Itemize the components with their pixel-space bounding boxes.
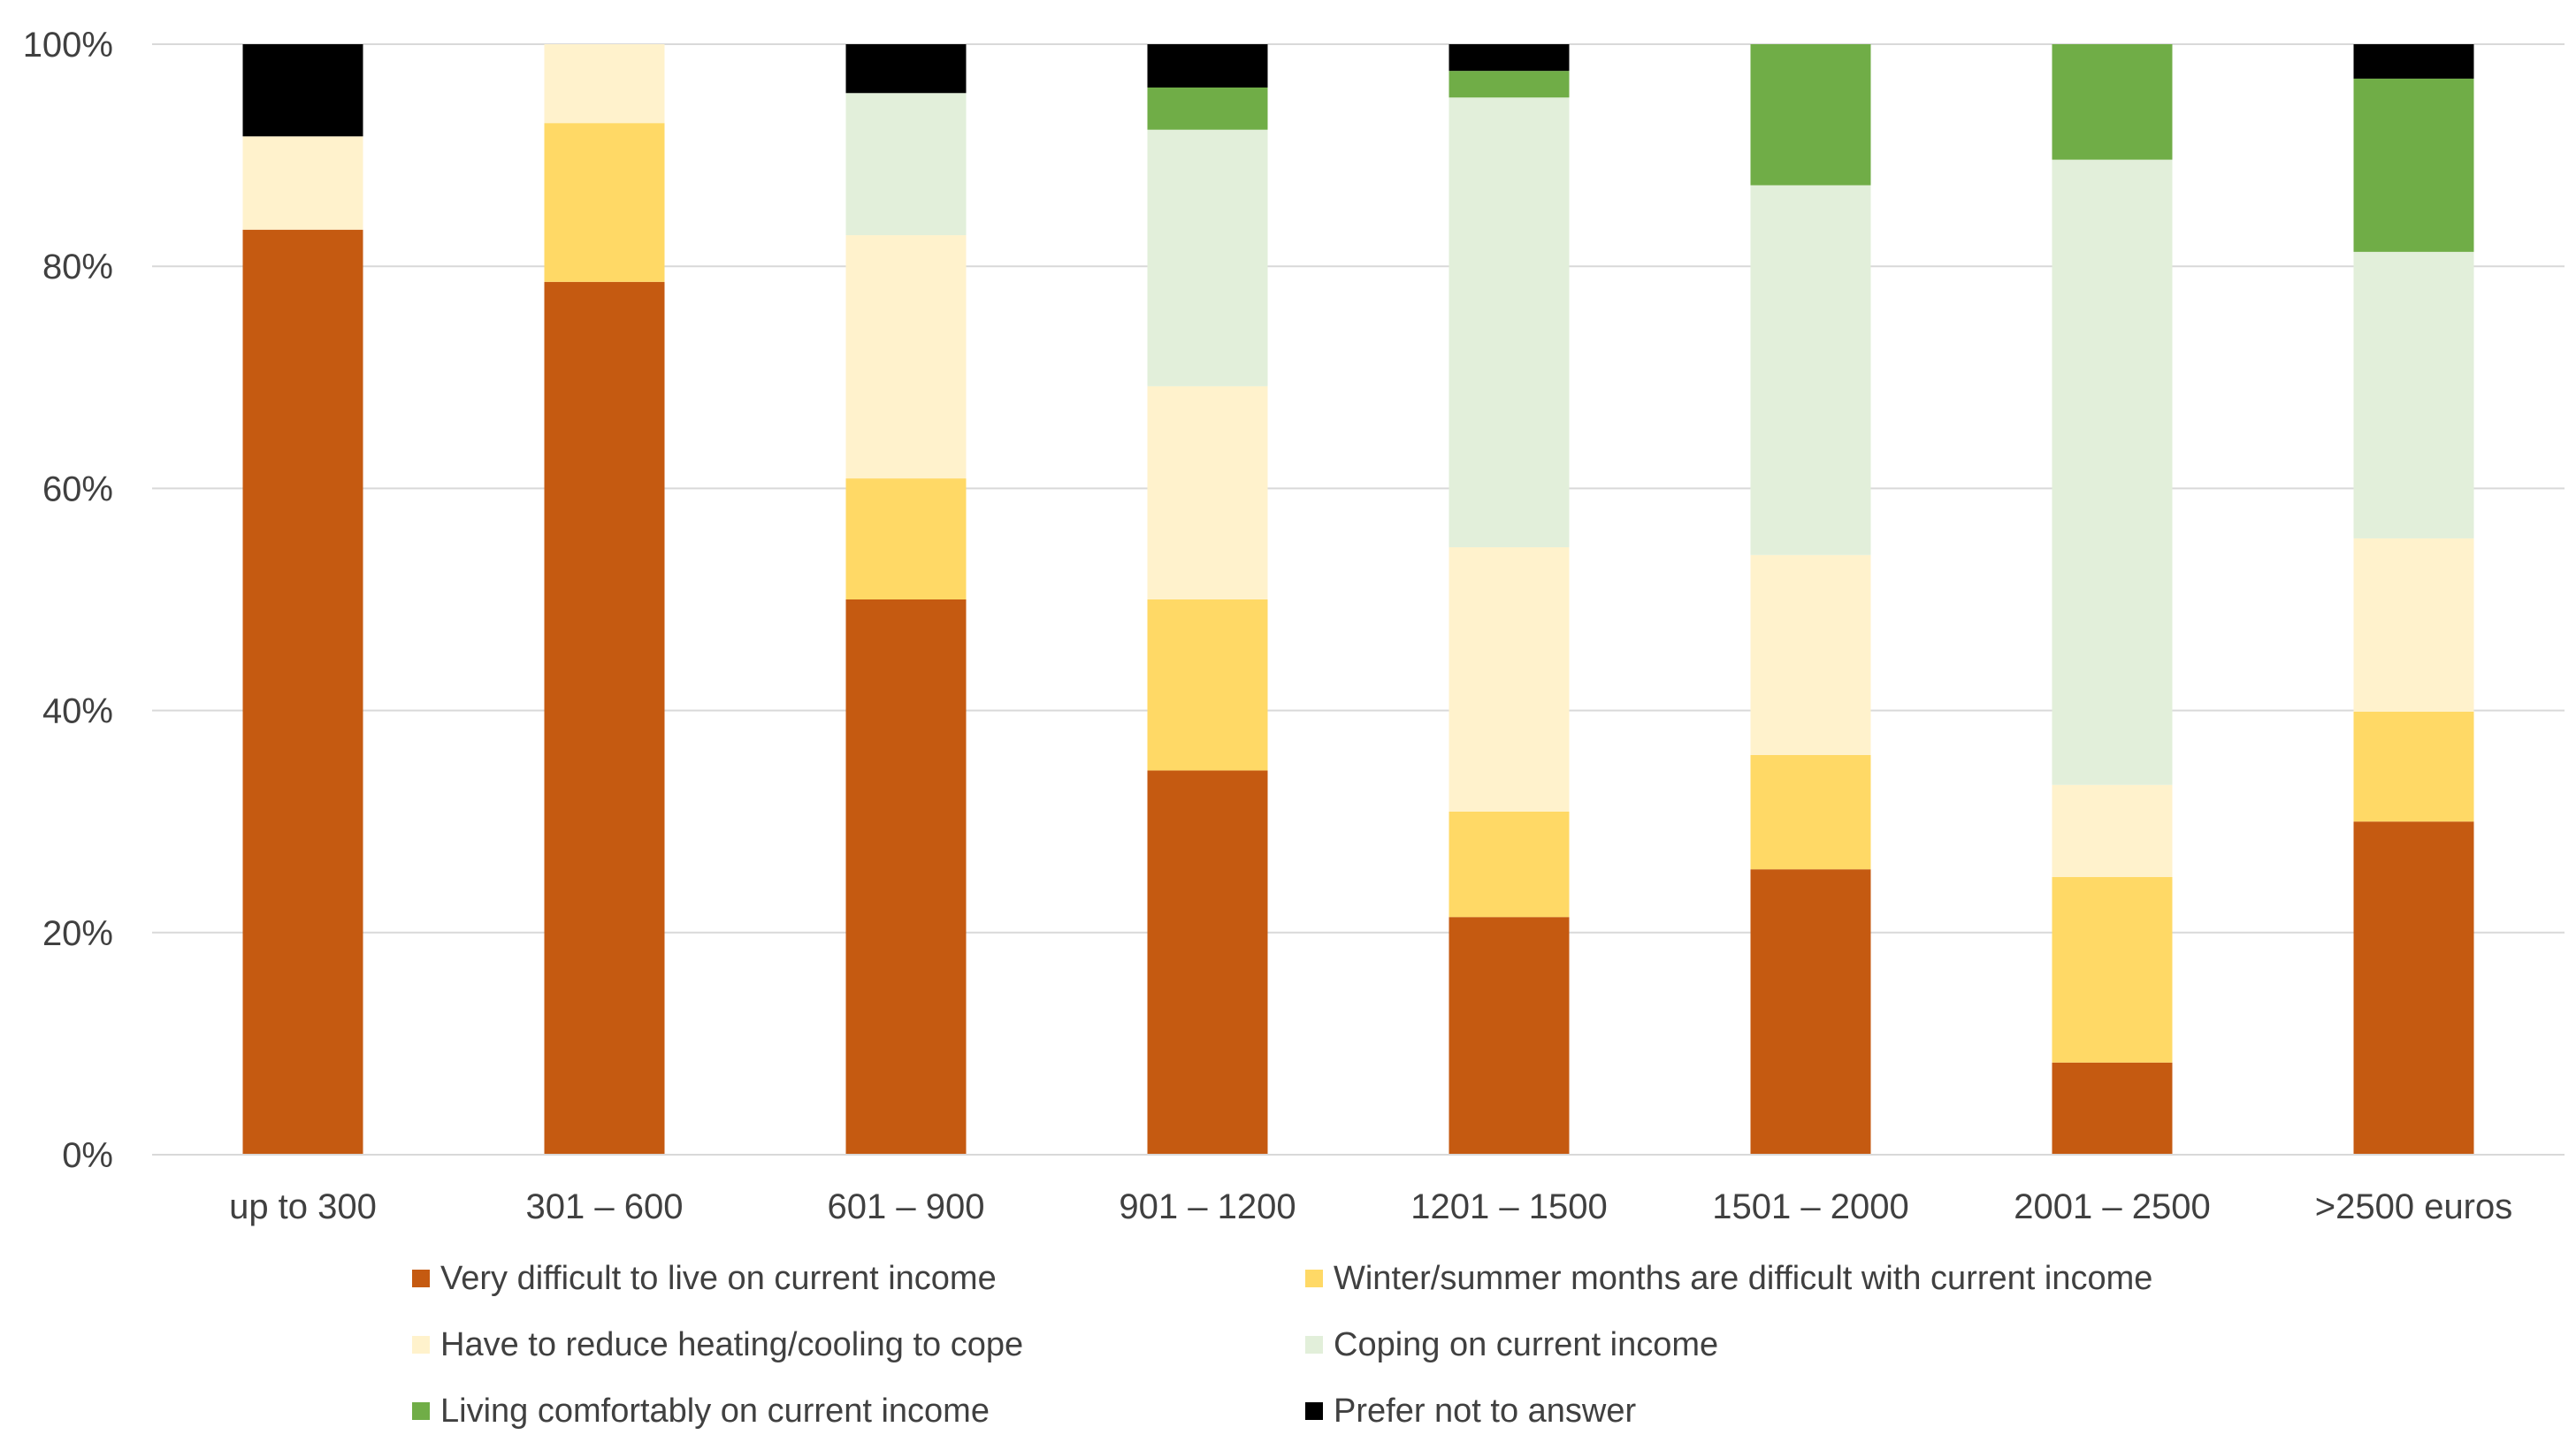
bar-segment-2500-euros-coping-on-current-income bbox=[2353, 251, 2474, 538]
bar-segment-2001-2500-coping-on-current-income bbox=[2052, 159, 2173, 785]
bar-segment-901-1200-very-difficult-to-live-on-current-income bbox=[1147, 770, 1268, 1155]
legend-label-prefer-not-to-answer: Prefer not to answer bbox=[1334, 1393, 1637, 1430]
bar-segment-2500-euros-very-difficult-to-live-on-current-income bbox=[2353, 821, 2474, 1155]
legend-swatch-very-difficult-to-live-on-current-income bbox=[412, 1270, 430, 1287]
x-tick-label: 1201 – 1500 bbox=[1410, 1187, 1607, 1226]
legend-label-winter-summer-months-are-difficult-with-current-income: Winter/summer months are difficult with … bbox=[1334, 1260, 2152, 1297]
bar-segment-up-to-300-very-difficult-to-live-on-current-income bbox=[242, 229, 363, 1156]
legend-label-very-difficult-to-live-on-current-income: Very difficult to live on current income bbox=[440, 1260, 997, 1297]
y-tick-label: 100% bbox=[23, 26, 113, 65]
bar-segment-901-1200-living-comfortably-on-current-income bbox=[1147, 87, 1268, 130]
bar-segment-1501-2000-have-to-reduce-heating-cooling-to-cope bbox=[1750, 554, 1871, 755]
bar-segment-up-to-300-have-to-reduce-heating-cooling-to-cope bbox=[242, 136, 363, 230]
bar-segment-1201-1500-prefer-not-to-answer bbox=[1449, 44, 1570, 72]
bar-segment-901-1200-prefer-not-to-answer bbox=[1147, 44, 1268, 88]
legend-swatch-prefer-not-to-answer bbox=[1305, 1402, 1323, 1420]
bars bbox=[242, 44, 2474, 1156]
bar-segment-1501-2000-living-comfortably-on-current-income bbox=[1750, 44, 1871, 186]
x-tick-label: 1501 – 2000 bbox=[1712, 1187, 1908, 1226]
legend-label-coping-on-current-income: Coping on current income bbox=[1334, 1326, 1718, 1363]
bar-segment-1201-1500-very-difficult-to-live-on-current-income bbox=[1449, 917, 1570, 1155]
y-tick-label: 80% bbox=[42, 248, 113, 286]
gridlines bbox=[152, 43, 2565, 934]
legend-swatch-coping-on-current-income bbox=[1305, 1336, 1323, 1354]
bar-segment-2500-euros-winter-summer-months-are-difficult-with-current-income bbox=[2353, 711, 2474, 822]
x-tick-label: 2001 – 2500 bbox=[2014, 1187, 2210, 1226]
bar-segment-2500-euros-prefer-not-to-answer bbox=[2353, 44, 2474, 79]
bar-segment-601-900-winter-summer-months-are-difficult-with-current-income bbox=[845, 478, 967, 599]
bar-segment-2001-2500-have-to-reduce-heating-cooling-to-cope bbox=[2052, 784, 2173, 877]
bar-segment-1501-2000-coping-on-current-income bbox=[1750, 185, 1871, 555]
bar-segment-1501-2000-winter-summer-months-are-difficult-with-current-income bbox=[1750, 754, 1871, 870]
bar-segment-301-600-winter-summer-months-are-difficult-with-current-income bbox=[544, 123, 665, 282]
legend-label-have-to-reduce-heating-cooling-to-cope: Have to reduce heating/cooling to cope bbox=[440, 1326, 1023, 1363]
x-tick-label: 901 – 1200 bbox=[1119, 1187, 1296, 1226]
y-tick-label: 0% bbox=[62, 1136, 113, 1175]
bar-segment-901-1200-have-to-reduce-heating-cooling-to-cope bbox=[1147, 385, 1268, 599]
bar-segment-1201-1500-coping-on-current-income bbox=[1449, 97, 1570, 547]
bar-segment-2001-2500-very-difficult-to-live-on-current-income bbox=[2052, 1062, 2173, 1155]
legend-swatch-living-comfortably-on-current-income bbox=[412, 1402, 430, 1420]
bar-segment-1201-1500-living-comfortably-on-current-income bbox=[1449, 71, 1570, 98]
bar-segment-1501-2000-very-difficult-to-live-on-current-income bbox=[1750, 869, 1871, 1155]
bar-segment-1201-1500-have-to-reduce-heating-cooling-to-cope bbox=[1449, 546, 1570, 812]
y-tick-label: 20% bbox=[42, 914, 113, 953]
x-tick-label: >2500 euros bbox=[2315, 1187, 2513, 1226]
bar-segment-2001-2500-winter-summer-months-are-difficult-with-current-income bbox=[2052, 877, 2173, 1063]
legend-swatch-winter-summer-months-are-difficult-with-current-income bbox=[1305, 1270, 1323, 1287]
bar-segment-601-900-have-to-reduce-heating-cooling-to-cope bbox=[845, 235, 967, 479]
bar-segment-1201-1500-winter-summer-months-are-difficult-with-current-income bbox=[1449, 811, 1570, 918]
bar-segment-601-900-prefer-not-to-answer bbox=[845, 44, 967, 94]
bar-segment-901-1200-coping-on-current-income bbox=[1147, 129, 1268, 386]
legend-label-living-comfortably-on-current-income: Living comfortably on current income bbox=[440, 1393, 990, 1430]
bar-segment-601-900-very-difficult-to-live-on-current-income bbox=[845, 599, 967, 1155]
bar-segment-2001-2500-living-comfortably-on-current-income bbox=[2052, 44, 2173, 160]
y-tick-label: 40% bbox=[42, 692, 113, 731]
bar-segment-601-900-coping-on-current-income bbox=[845, 93, 967, 236]
bar-segment-301-600-have-to-reduce-heating-cooling-to-cope bbox=[544, 44, 665, 124]
bar-segment-301-600-very-difficult-to-live-on-current-income bbox=[544, 281, 665, 1155]
bar-segment-901-1200-winter-summer-months-are-difficult-with-current-income bbox=[1147, 599, 1268, 771]
x-tick-label: 601 – 900 bbox=[828, 1187, 985, 1226]
bar-segment-2500-euros-have-to-reduce-heating-cooling-to-cope bbox=[2353, 538, 2474, 712]
legend: Very difficult to live on current income… bbox=[412, 1260, 2152, 1430]
x-tick-label: up to 300 bbox=[229, 1187, 377, 1226]
bar-segment-2500-euros-living-comfortably-on-current-income bbox=[2353, 78, 2474, 252]
y-tick-label: 60% bbox=[42, 469, 113, 508]
axes: 0% 20% 40% 60% 80% 100% up to 300 301 – 600 601 … bbox=[23, 26, 2565, 1226]
legend-swatch-have-to-reduce-heating-cooling-to-cope bbox=[412, 1336, 430, 1354]
x-tick-label: 301 – 600 bbox=[526, 1187, 684, 1226]
bar-segment-up-to-300-prefer-not-to-answer bbox=[242, 44, 363, 137]
